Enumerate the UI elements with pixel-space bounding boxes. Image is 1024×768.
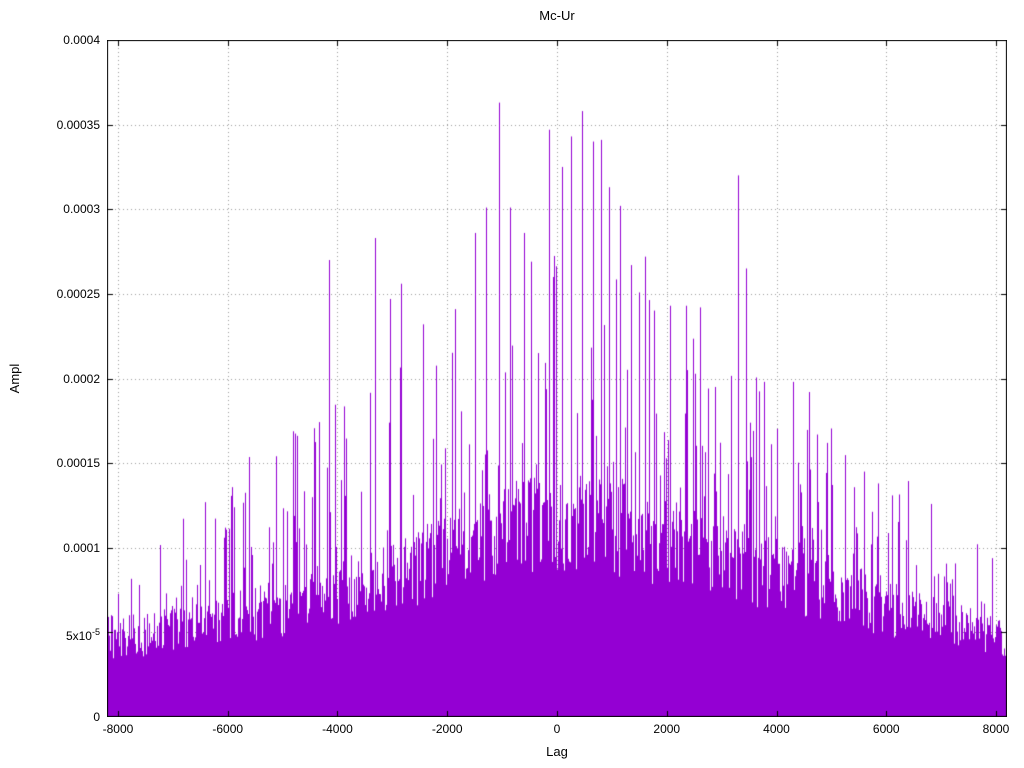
- y-tick-label: 0.0001: [63, 540, 100, 555]
- x-tick-label: 4000: [763, 722, 790, 736]
- x-tick-label: 0: [553, 722, 561, 736]
- y-tick-label: 0.00035: [56, 117, 100, 132]
- x-tick-label: 6000: [872, 722, 900, 736]
- x-tick-label: -2000: [431, 722, 463, 736]
- y-tick-label: 0.0004: [63, 33, 100, 47]
- y-tick-label: 0.00015: [56, 456, 100, 471]
- y-tick-label: 0: [93, 710, 100, 724]
- plot-area: [107, 40, 1007, 717]
- x-axis-label: Lag: [546, 744, 568, 759]
- chart-title: Mc-Ur: [539, 8, 575, 23]
- y-tick-label: 0.00025: [56, 286, 100, 301]
- y-tick-label: 0.0002: [63, 371, 100, 386]
- y-tick-label: 0.0003: [63, 202, 100, 217]
- x-tick-label: -6000: [212, 722, 244, 736]
- y-tick-label: 5x10-5: [65, 627, 100, 644]
- x-tick-label: -4000: [322, 722, 353, 736]
- x-tick-label: 8000: [982, 722, 1010, 736]
- x-tick-label: 2000: [653, 722, 681, 736]
- x-tick-label: -8000: [102, 722, 134, 736]
